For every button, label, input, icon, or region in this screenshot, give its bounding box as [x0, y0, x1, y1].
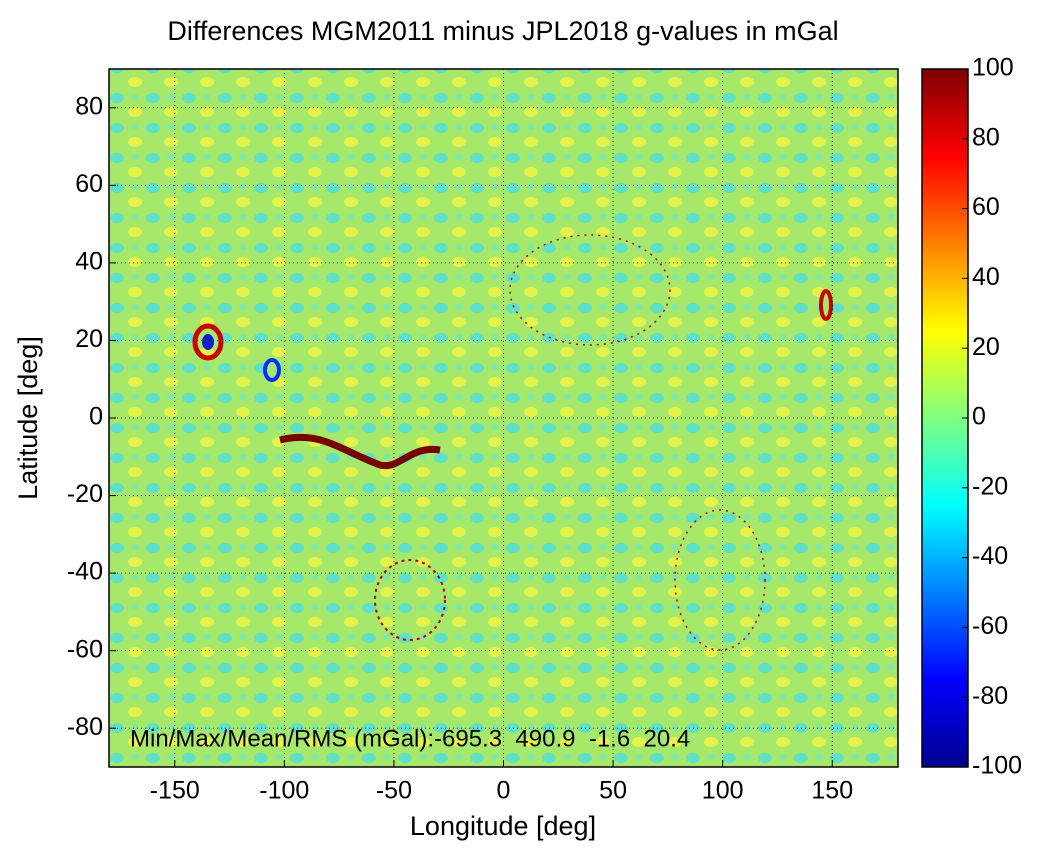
x-tick-label: 100	[702, 777, 744, 805]
x-tick-label: 50	[599, 777, 627, 805]
colorbar-tick-label: 0	[972, 403, 986, 431]
y-tick-label: -60	[67, 635, 103, 663]
map-features	[192, 234, 833, 651]
colorbar-tick-label: -100	[972, 752, 1022, 780]
y-tick-label: -40	[67, 558, 103, 586]
colorbar-tick-label: 80	[972, 123, 1000, 151]
colorbar-tick-label: -60	[972, 612, 1008, 640]
x-tick-label: 150	[811, 777, 853, 805]
y-tick-label: -20	[67, 480, 103, 508]
y-tick-label: 0	[89, 403, 103, 431]
x-tick-label: -50	[376, 777, 412, 805]
x-tick-label: 0	[497, 777, 511, 805]
chart-title: Differences MGM2011 minus JPL2018 g-valu…	[167, 16, 838, 46]
colorbar-tick-label: 60	[972, 193, 1000, 221]
x-axis-label: Longitude [deg]	[410, 811, 596, 841]
colorbar-tick-label: 20	[972, 333, 1000, 361]
y-tick-label: -80	[67, 713, 103, 741]
y-tick-label: 20	[75, 325, 103, 353]
colorbar-tick-label: -40	[972, 542, 1008, 570]
y-axis-label: Latitude [deg]	[13, 336, 43, 500]
colorbar	[921, 68, 969, 768]
colorbar-tick-label: -20	[972, 472, 1008, 500]
y-tick-label: 80	[75, 92, 103, 120]
annotation: Min/Max/Mean/RMS (mGal):-695.3 490.9 -1.…	[130, 725, 690, 752]
y-tick-label: 60	[75, 170, 103, 198]
colorbar-tick-label: 100	[972, 54, 1014, 82]
colorbar-tick-label: -80	[972, 682, 1008, 710]
x-tick-label: -100	[259, 777, 309, 805]
y-tick-label: 40	[75, 247, 103, 275]
colorbar-tick-label: 40	[972, 263, 1000, 291]
x-tick-label: -150	[150, 777, 200, 805]
